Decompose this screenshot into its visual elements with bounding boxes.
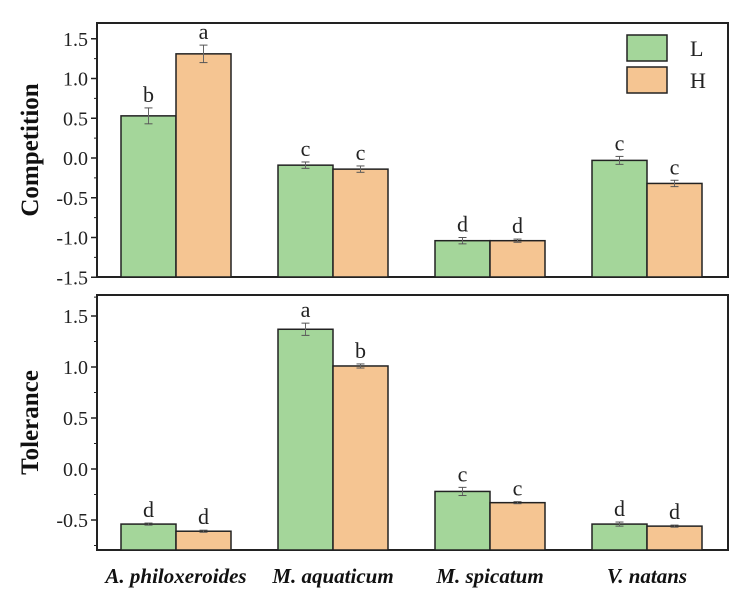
bar-H-1	[332, 168, 389, 278]
x-tick-label: V. natans	[607, 564, 687, 588]
bar-H-2	[489, 239, 546, 278]
significance-letter: d	[198, 504, 209, 529]
significance-letter: c	[458, 461, 468, 486]
bar-L-0	[120, 523, 177, 551]
legend-label: H	[690, 68, 706, 93]
significance-letter: c	[513, 476, 523, 501]
bar-H-0	[175, 530, 232, 551]
bar-L-3	[591, 159, 648, 278]
bar-H-1	[332, 365, 389, 551]
significance-letter: c	[615, 130, 625, 155]
legend-swatch-L	[626, 34, 668, 62]
y-tick-label: -0.5	[56, 188, 88, 210]
significance-letter: b	[355, 338, 366, 363]
bar-L-3	[591, 523, 648, 551]
significance-letter: d	[512, 213, 523, 238]
y-tick-label: 0.5	[63, 408, 88, 430]
x-tick-label: M. aquaticum	[271, 564, 393, 588]
y-tick-label: -0.5	[56, 510, 88, 532]
bar-H-0	[175, 53, 232, 278]
y-tick-label: 0.0	[63, 459, 88, 481]
significance-letter: c	[670, 154, 680, 179]
legend-swatch-H	[626, 66, 668, 94]
significance-letter: c	[301, 136, 311, 161]
bar-L-0	[120, 115, 177, 278]
significance-letter: c	[356, 140, 366, 165]
significance-letter: d	[614, 496, 625, 521]
y-tick-label: -1.0	[56, 228, 88, 250]
bar-H-3	[646, 525, 703, 551]
y-tick-label: 1.5	[63, 306, 88, 328]
significance-letter: a	[301, 297, 311, 322]
y-tick-label: 0.5	[63, 108, 88, 130]
bar-H-2	[489, 501, 546, 551]
plot-frame	[96, 294, 729, 551]
y-tick-label: 1.5	[63, 29, 88, 51]
bar-L-1	[277, 164, 334, 278]
y-axis-label: Competition	[17, 83, 44, 216]
significance-letter: b	[143, 82, 154, 107]
y-axis-label: Tolerance	[17, 370, 44, 475]
bar-L-2	[434, 490, 491, 551]
y-tick-label: 0.0	[63, 148, 88, 170]
significance-letter: d	[457, 212, 468, 237]
significance-letter: a	[199, 19, 209, 44]
y-tick-label: 1.0	[63, 69, 88, 91]
y-tick-label: 1.0	[63, 357, 88, 379]
bar-L-2	[434, 239, 491, 278]
significance-letter: d	[669, 499, 680, 524]
legend-label: L	[690, 36, 703, 61]
significance-letter: d	[143, 497, 154, 522]
x-tick-label: A. philoxeroides	[103, 564, 246, 588]
y-tick-label: -1.5	[56, 267, 88, 289]
x-tick-label: M. spicatum	[435, 564, 543, 588]
bar-L-1	[277, 328, 334, 551]
bar-H-3	[646, 182, 703, 278]
plot-frame	[96, 22, 729, 278]
